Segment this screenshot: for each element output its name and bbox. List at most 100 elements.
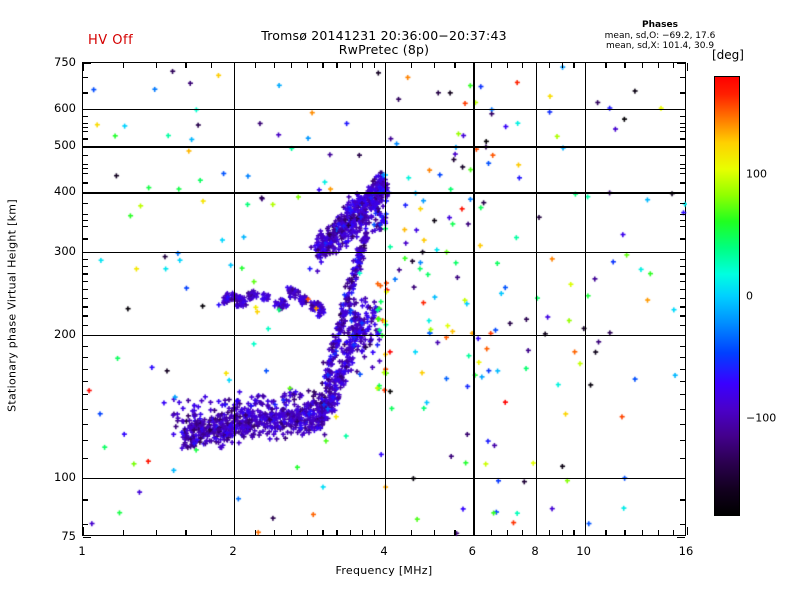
y-minor-tick xyxy=(83,458,88,460)
x-minor-tick-top xyxy=(185,63,187,68)
y-minor-tick-right xyxy=(680,172,685,174)
y-minor-tick xyxy=(83,273,88,275)
y-minor-tick-right xyxy=(680,258,685,260)
x-minor-tick xyxy=(573,530,575,535)
y-minor-tick-right xyxy=(680,315,685,317)
x-minor-tick-top xyxy=(307,63,309,68)
y-minor-tick xyxy=(83,408,88,410)
y-minor-tick xyxy=(83,92,88,94)
y-minor-tick-right xyxy=(680,289,685,291)
horizontal-gridline xyxy=(83,192,685,194)
y-minor-tick xyxy=(83,77,88,79)
x-major-tick-top xyxy=(584,63,586,71)
colorbar-tick-label: −100 xyxy=(746,411,777,425)
x-minor-tick-top xyxy=(605,63,607,68)
x-minor-tick xyxy=(624,530,626,535)
y-minor-tick-right xyxy=(680,381,685,383)
y-minor-tick-right xyxy=(680,440,685,442)
x-minor-tick xyxy=(410,530,412,535)
ionogram-plot-area xyxy=(82,62,689,539)
phase-stats-block: Phases mean, sd,O: −69.2, 17.6 mean, sd,… xyxy=(560,20,760,52)
y-minor-tick xyxy=(83,126,88,129)
plot-title-line2: RwPretec (8p) xyxy=(338,42,430,57)
y-tick-label: 500 xyxy=(54,138,76,153)
y-minor-tick xyxy=(83,356,88,358)
y-tick-label: 200 xyxy=(54,327,76,342)
y-minor-tick xyxy=(83,138,88,140)
x-tick-label: 4 xyxy=(380,544,388,558)
y-major-tick-right xyxy=(677,146,685,148)
x-tick-label: 10 xyxy=(576,544,591,558)
y-minor-tick-right xyxy=(680,92,685,94)
y-minor-tick xyxy=(83,440,88,442)
y-tick-label: 750 xyxy=(54,55,76,69)
y-minor-tick xyxy=(83,499,88,501)
y-major-tick xyxy=(83,192,91,194)
x-minor-tick-top xyxy=(506,63,509,68)
y-minor-tick-right xyxy=(680,130,685,132)
x-axis-title: Frequency [MHz] xyxy=(335,564,433,577)
y-major-tick-right xyxy=(677,108,685,111)
x-minor-tick-top xyxy=(657,63,660,68)
horizontal-gridline xyxy=(83,146,685,148)
x-minor-tick xyxy=(490,530,492,535)
x-tick-label: 2 xyxy=(229,544,237,558)
y-major-tick xyxy=(83,108,91,111)
y-minor-tick-right xyxy=(680,138,685,140)
x-minor-tick-top xyxy=(573,63,575,68)
y-minor-tick-right xyxy=(680,297,685,299)
y-minor-tick-right xyxy=(680,225,685,228)
y-minor-tick-right xyxy=(680,523,685,525)
y-minor-tick xyxy=(83,381,88,383)
y-minor-tick xyxy=(83,219,88,222)
x-minor-tick xyxy=(273,530,275,535)
x-minor-tick xyxy=(156,530,158,535)
x-major-tick xyxy=(687,527,689,535)
y-major-tick xyxy=(83,335,91,337)
x-minor-tick-top xyxy=(410,63,412,68)
vertical-gridline xyxy=(234,63,236,535)
y-minor-tick-right xyxy=(680,202,685,205)
y-minor-tick-right xyxy=(680,281,685,283)
y-minor-tick xyxy=(83,315,88,317)
y-minor-tick-right xyxy=(680,182,685,184)
y-minor-tick-right xyxy=(680,219,685,222)
y-minor-tick-right xyxy=(680,458,685,460)
y-major-tick-right xyxy=(677,192,685,194)
y-major-tick-right xyxy=(677,63,685,65)
vertical-gridline xyxy=(385,63,387,535)
x-major-tick-top xyxy=(687,63,689,71)
x-major-tick xyxy=(584,527,586,535)
y-minor-tick xyxy=(83,214,88,216)
y-minor-tick xyxy=(83,423,88,425)
x-minor-tick xyxy=(506,530,509,535)
y-minor-tick xyxy=(83,281,88,283)
y-tick-label: 600 xyxy=(54,100,76,115)
x-minor-tick xyxy=(657,530,660,535)
x-minor-tick-top xyxy=(211,63,213,68)
x-minor-tick-top xyxy=(433,63,435,68)
horizontal-gridline xyxy=(83,335,685,337)
y-minor-tick xyxy=(83,297,88,299)
x-major-tick xyxy=(536,527,538,535)
x-minor-tick-top xyxy=(672,63,675,68)
y-tick-label: 100 xyxy=(54,469,76,484)
y-major-tick-right xyxy=(677,251,685,253)
y-minor-tick xyxy=(83,325,88,327)
phase-stats-o-mode: mean, sd,O: −69.2, 17.6 xyxy=(604,30,716,41)
x-minor-tick xyxy=(454,530,456,535)
x-minor-tick xyxy=(672,530,675,535)
vertical-gridline xyxy=(473,63,475,535)
x-minor-tick xyxy=(641,530,643,535)
x-major-tick xyxy=(385,527,387,535)
x-minor-tick xyxy=(185,530,187,535)
colorbar-unit-label: [deg] xyxy=(712,48,744,62)
vertical-gridline xyxy=(536,63,538,535)
y-minor-tick-right xyxy=(680,273,685,275)
y-minor-tick xyxy=(83,523,88,525)
x-minor-tick-top xyxy=(373,63,375,68)
y-minor-tick-right xyxy=(680,123,685,125)
y-major-tick xyxy=(83,146,91,148)
y-minor-tick xyxy=(83,394,88,396)
x-minor-tick xyxy=(336,530,338,535)
